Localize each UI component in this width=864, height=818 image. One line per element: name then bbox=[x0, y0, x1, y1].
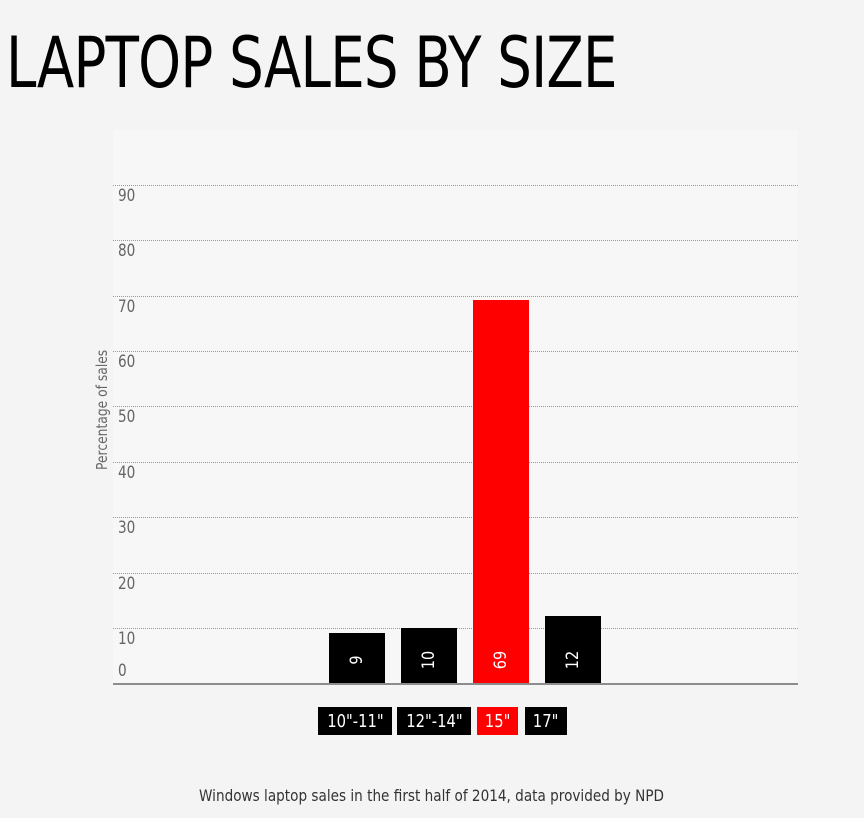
bar-value-label: 69 bbox=[491, 650, 511, 670]
category-text: 10"-11" bbox=[326, 710, 384, 732]
y-tick-40: 40 bbox=[118, 463, 136, 483]
y-axis-label: Percentage of sales bbox=[93, 349, 111, 470]
bar-15-inch: 69 bbox=[473, 300, 529, 683]
bar-12-14-inch: 10 bbox=[401, 628, 457, 683]
category-label-12-14: 12"-14" bbox=[397, 707, 471, 735]
bar-value-label: 12 bbox=[563, 650, 583, 670]
x-axis-line bbox=[113, 683, 798, 685]
category-label-17: 17" bbox=[525, 707, 567, 735]
gridline-50 bbox=[113, 406, 798, 407]
plot-area: 90 80 70 60 50 40 30 20 10 0 9 10 69 12 bbox=[113, 130, 798, 685]
gridline-80 bbox=[113, 240, 798, 241]
chart-caption: Windows laptop sales in the first half o… bbox=[0, 786, 864, 805]
category-text: 15" bbox=[484, 710, 511, 732]
gridline-20 bbox=[113, 573, 798, 574]
y-tick-70: 70 bbox=[118, 297, 136, 317]
y-tick-20: 20 bbox=[118, 574, 136, 594]
gridline-70 bbox=[113, 296, 798, 297]
bar-10-11-inch: 9 bbox=[329, 633, 385, 683]
chart-title: LAPTOP SALES BY SIZE bbox=[6, 22, 618, 104]
y-tick-0: 0 bbox=[118, 661, 127, 681]
gridline-40 bbox=[113, 462, 798, 463]
y-tick-50: 50 bbox=[118, 407, 136, 427]
gridline-30 bbox=[113, 517, 798, 518]
y-tick-90: 90 bbox=[118, 186, 136, 206]
y-tick-80: 80 bbox=[118, 241, 136, 261]
y-tick-60: 60 bbox=[118, 352, 136, 372]
category-text: 12"-14" bbox=[405, 710, 463, 732]
bar-value-label: 10 bbox=[419, 650, 439, 670]
gridline-60 bbox=[113, 351, 798, 352]
y-tick-30: 30 bbox=[118, 518, 136, 538]
bar-value-label: 9 bbox=[347, 655, 367, 665]
category-label-10-11: 10"-11" bbox=[318, 707, 392, 735]
category-label-15: 15" bbox=[477, 707, 518, 735]
caption-text: Windows laptop sales in the first half o… bbox=[199, 786, 665, 805]
y-tick-10: 10 bbox=[118, 629, 136, 649]
bar-17-inch: 12 bbox=[545, 616, 601, 683]
gridline-90 bbox=[113, 185, 798, 186]
category-text: 17" bbox=[533, 710, 559, 732]
